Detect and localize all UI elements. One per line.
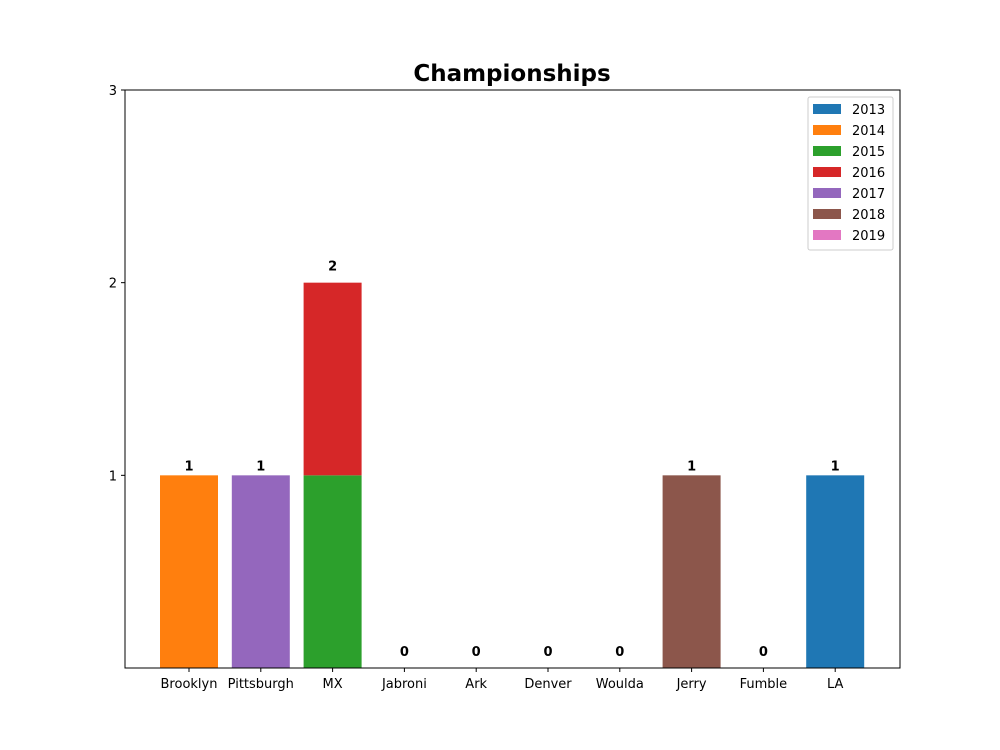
legend-label-2019: 2019 xyxy=(852,229,885,244)
data-label-brooklyn: 1 xyxy=(184,459,193,474)
legend-swatch-2019 xyxy=(813,230,841,240)
x-axis: Brooklyn Pittsburgh MX Jabroni Ark Denver Woul… xyxy=(161,668,844,692)
legend-label-2016: 2016 xyxy=(852,166,885,181)
x-tick-label: Denver xyxy=(524,677,572,692)
data-label-woulda: 0 xyxy=(615,645,624,660)
bar-jerry-2018 xyxy=(662,475,721,668)
data-label-pittsburgh: 1 xyxy=(256,459,265,474)
bars-layer xyxy=(160,282,865,668)
bar-pittsburgh-2017 xyxy=(231,475,290,668)
x-tick-label: Pittsburgh xyxy=(228,677,294,692)
x-tick-label: MX xyxy=(323,677,343,692)
legend-swatch-2016 xyxy=(813,167,841,177)
legend-swatch-2015 xyxy=(813,146,841,156)
bar-mx-2015 xyxy=(303,475,362,668)
legend-swatch-2018 xyxy=(813,209,841,219)
x-tick-label: Brooklyn xyxy=(161,677,218,692)
data-label-fumble: 0 xyxy=(759,645,768,660)
legend-swatch-2017 xyxy=(813,188,841,198)
legend-label-2013: 2013 xyxy=(852,103,885,118)
data-label-jerry: 1 xyxy=(687,459,696,474)
data-labels-layer: 1 1 2 0 0 0 0 1 0 1 xyxy=(184,260,839,660)
legend-swatch-2014 xyxy=(813,125,841,135)
data-label-denver: 0 xyxy=(543,645,552,660)
bar-brooklyn-2014 xyxy=(160,475,218,668)
x-tick-label: Woulda xyxy=(596,677,644,692)
legend-label-2015: 2015 xyxy=(852,145,885,160)
bar-la-2013 xyxy=(806,475,865,668)
plot-area-frame xyxy=(124,89,901,669)
y-tick-label: 2 xyxy=(109,277,117,292)
y-axis: 1 2 3 xyxy=(109,84,125,484)
data-label-ark: 0 xyxy=(472,645,481,660)
legend-label-2014: 2014 xyxy=(852,124,885,139)
x-tick-label: Jerry xyxy=(676,677,707,692)
x-tick-label: LA xyxy=(827,677,844,692)
x-tick-label: Fumble xyxy=(740,677,788,692)
bar-mx-2016 xyxy=(303,282,362,476)
chart-title: Championships xyxy=(413,61,610,87)
x-tick-label: Ark xyxy=(465,677,487,692)
legend: 2013 2014 2015 2016 2017 2018 2019 xyxy=(807,96,894,251)
x-tick-label: Jabroni xyxy=(381,677,427,692)
legend-label-2018: 2018 xyxy=(852,208,885,223)
y-tick-label: 3 xyxy=(109,84,117,99)
legend-label-2017: 2017 xyxy=(852,187,885,202)
data-label-la: 1 xyxy=(831,459,840,474)
y-tick-label: 1 xyxy=(109,469,117,484)
data-label-mx: 2 xyxy=(328,260,337,275)
legend-swatch-2013 xyxy=(813,104,841,114)
data-label-jabroni: 0 xyxy=(400,645,409,660)
